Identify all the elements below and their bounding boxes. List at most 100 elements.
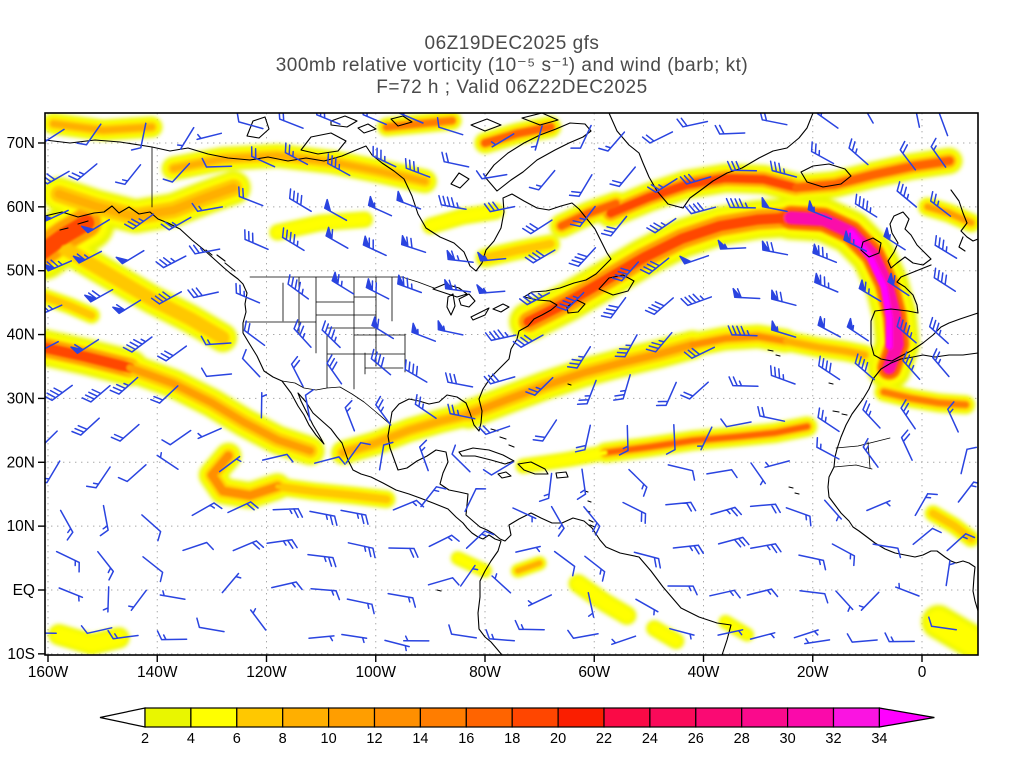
chart-titles: 06Z19DEC2025 gfs 300mb relative vorticit… xyxy=(0,33,1024,99)
wind-barb xyxy=(785,507,812,527)
wind-barb xyxy=(807,200,833,220)
wind-barb xyxy=(161,429,192,446)
wind-barb xyxy=(672,544,705,555)
wind-barb xyxy=(150,291,183,305)
wind-barb xyxy=(362,235,387,257)
vorticity-band xyxy=(340,411,472,456)
wind-barb xyxy=(45,259,73,272)
wind-barb xyxy=(576,379,597,406)
wind-barb xyxy=(576,468,587,501)
wind-barb xyxy=(912,527,942,546)
wind-barb xyxy=(717,536,750,548)
wind-barb xyxy=(899,140,917,171)
wind-barb xyxy=(532,419,558,442)
wind-barb xyxy=(325,226,349,249)
wind-barb xyxy=(293,319,312,348)
wind-barb xyxy=(848,138,869,166)
wind-barb xyxy=(583,506,601,536)
colorbar-tick-label: 24 xyxy=(642,731,658,747)
wind-barb xyxy=(618,424,629,456)
vorticity-fill-layer xyxy=(45,113,978,655)
wind-barb xyxy=(846,633,878,643)
wind-barb xyxy=(85,466,111,489)
wind-barb xyxy=(725,197,757,209)
wind-barb xyxy=(84,288,114,303)
lon-tick-label: 40W xyxy=(688,664,720,681)
wind-barb xyxy=(115,249,145,265)
wind-barb xyxy=(182,541,214,552)
wind-barb xyxy=(414,394,437,420)
wind-barb xyxy=(243,320,266,347)
map-frame xyxy=(44,112,979,656)
coastline-pacific xyxy=(45,205,503,655)
vorticity-band xyxy=(56,632,122,647)
wind-barb xyxy=(928,316,949,345)
wind-barb xyxy=(438,194,467,210)
vorticity-band xyxy=(602,424,810,456)
wind-barb xyxy=(587,591,595,618)
coastline-atlantic-europe-africa xyxy=(608,113,978,612)
wind-barb xyxy=(45,430,58,445)
vorticity-band xyxy=(934,617,978,649)
wind-barb xyxy=(459,564,479,587)
wind-barb xyxy=(680,293,713,307)
wind-barb xyxy=(858,279,882,303)
vorticity-band xyxy=(456,556,487,573)
wind-barb xyxy=(70,338,100,354)
colorbar-tick-label: 32 xyxy=(825,731,841,747)
wind-barb xyxy=(150,385,179,404)
wind-barb xyxy=(117,464,147,483)
wind-barb xyxy=(45,304,63,314)
wind-barb xyxy=(769,160,798,178)
vorticity-band xyxy=(515,561,542,573)
wind-barb xyxy=(814,272,839,293)
title-run-line: 06Z19DEC2025 gfs xyxy=(424,33,600,54)
wind-barb xyxy=(58,587,84,602)
lon-tick-label: 0 xyxy=(918,664,927,681)
vorticity-band xyxy=(51,121,155,133)
wind-barb xyxy=(570,124,592,149)
wind-barb xyxy=(793,629,819,639)
wind-barb xyxy=(915,113,921,128)
wind-barb xyxy=(945,560,955,587)
lat-tick-label: 60N xyxy=(7,199,35,216)
wind-barb xyxy=(491,573,512,594)
vorticity-band xyxy=(483,241,553,260)
wind-barb xyxy=(367,195,393,217)
wind-barb xyxy=(378,441,394,471)
colorbar-cell xyxy=(557,707,605,728)
wind-barb xyxy=(271,581,303,591)
wind-barb xyxy=(872,543,902,559)
colorbar-tick-label: 34 xyxy=(871,731,887,747)
vorticity-band xyxy=(523,212,796,327)
vorticity-band xyxy=(428,209,498,228)
wind-barb xyxy=(331,271,355,295)
colorbar-cell xyxy=(328,707,376,728)
wind-barb xyxy=(749,632,776,640)
wind-barb xyxy=(323,198,348,222)
wind-barb xyxy=(770,289,797,307)
wind-barb xyxy=(884,632,915,643)
wind-barb xyxy=(894,582,920,597)
wind-barb xyxy=(669,627,695,640)
wind-barb xyxy=(566,346,592,369)
wind-barb xyxy=(218,455,242,473)
wind-barb xyxy=(309,510,338,527)
wind-barb xyxy=(130,122,147,151)
wind-barb xyxy=(896,316,917,344)
wind-barb xyxy=(399,113,424,124)
wind-barb xyxy=(278,113,304,129)
wind-barb xyxy=(518,292,551,306)
wind-barb xyxy=(720,418,752,428)
wind-barb xyxy=(568,247,597,267)
colorbar-cell xyxy=(144,707,192,728)
colorbar-cell xyxy=(282,707,330,728)
wind-barb xyxy=(728,376,759,388)
wind-barb xyxy=(102,586,110,613)
wind-barb xyxy=(567,629,599,639)
wind-barb xyxy=(515,545,541,553)
colorbar-tick-label: 14 xyxy=(412,731,428,747)
lon-tick-label: 100W xyxy=(356,664,397,681)
wind-barb xyxy=(344,399,356,432)
wind-barb xyxy=(428,534,460,548)
